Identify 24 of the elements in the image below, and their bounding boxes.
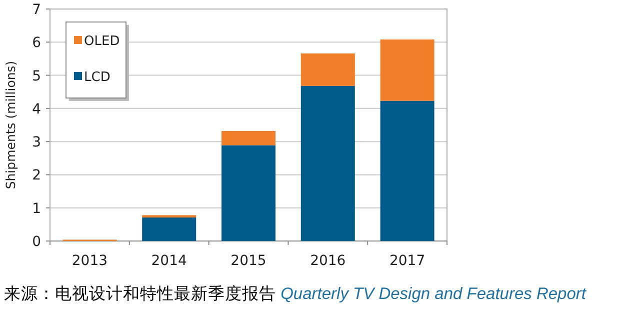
- y-tick-label: 2: [32, 168, 41, 184]
- y-tick-label: 1: [32, 200, 41, 217]
- y-axis-title: Shipments (millions): [3, 60, 18, 190]
- y-tick-label: 4: [32, 101, 42, 118]
- bar: [222, 130, 276, 146]
- bar: [222, 145, 276, 241]
- y-tick-label: 5: [32, 68, 41, 84]
- y-tick-label: 0: [32, 234, 41, 250]
- x-tick-label: 2016: [310, 253, 346, 269]
- legend-label: OLED: [84, 34, 120, 49]
- y-tick-label: 6: [32, 35, 42, 52]
- bar: [380, 39, 434, 101]
- legend-label: LCD: [84, 70, 110, 85]
- x-tick-label: 2013: [72, 253, 108, 269]
- bar: [142, 217, 196, 241]
- x-tick-label: 2015: [230, 253, 266, 269]
- x-tick-label: 2017: [389, 253, 426, 269]
- y-tick-label: 3: [32, 134, 41, 151]
- y-tick-label: 7: [32, 2, 41, 18]
- bar: [300, 86, 355, 241]
- bar: [380, 100, 434, 241]
- bar: [300, 53, 355, 86]
- x-tick-label: 2014: [151, 253, 187, 269]
- source-note: 来源：电视设计和特性最新季度报告 Quarterly TV Design and Features Report: [4, 285, 586, 303]
